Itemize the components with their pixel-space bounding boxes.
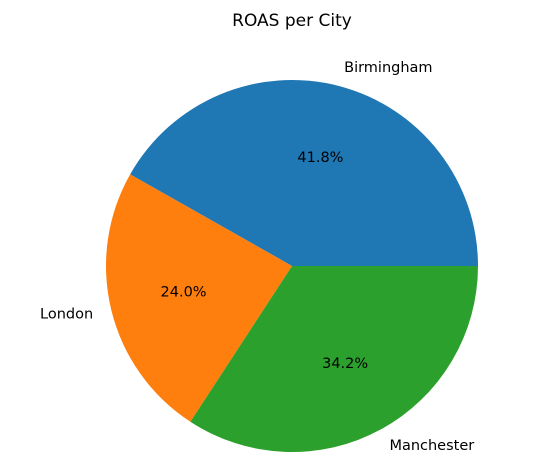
slice-label-manchester: Manchester [389,438,474,454]
pct-label-manchester: 34.2% [322,356,368,372]
pie-labels: Birmingham 41.8% London 24.0% Manchester 34.2… [40,60,474,454]
pie-slice-london [105,174,292,422]
pct-label-london: 24.0% [161,284,207,300]
slice-label-london: London [40,306,93,322]
pct-label-birmingham: 41.8% [297,150,343,166]
pie-slices [105,80,479,452]
chart-title: ROAS per City [232,11,352,31]
pie-slice-birmingham [130,80,479,267]
pie-slice-manchester [190,266,478,452]
slice-label-birmingham: Birmingham [344,60,432,76]
